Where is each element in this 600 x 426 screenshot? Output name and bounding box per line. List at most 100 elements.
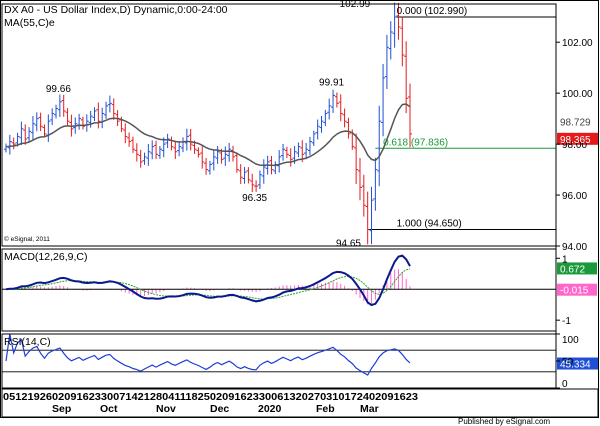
price-bar [238,164,243,184]
price-bar [165,133,170,149]
x-axis-month-label: Dec [210,403,229,415]
price-bar [11,137,16,150]
rsi-panel [2,333,599,376]
price-bar [288,148,293,167]
price-bar [227,142,232,162]
x-axis-month-label: Mar [360,403,379,415]
swing-point-label: 94.65 [336,238,361,249]
price-bar [161,137,166,158]
macd-value-label: -0.015 [560,286,589,297]
price-bar [250,173,255,193]
macd-signal-line [5,268,411,300]
price-tag-box [557,115,599,128]
price-bar [46,114,51,142]
price-bar [15,132,20,147]
price-bar [84,114,89,132]
price-bar [404,41,409,114]
price-bar [408,83,412,148]
price-bar [100,107,105,129]
price-bar [61,94,66,117]
price-bar [27,127,32,142]
price-bar [150,140,155,160]
price-bar [180,137,185,153]
price-bar [184,128,189,151]
price-panel-title: DX A0 - US Dollar Index,D) Dynamic,0:00-… [4,4,228,16]
rsi-tick-label: 0 [562,379,568,390]
macd-panel-title: MACD(12,26,9,C) [4,251,87,263]
rsi-value-box [557,357,599,370]
price-bar [177,140,182,157]
price-bar [304,142,309,160]
price-bar [215,146,220,164]
price-bar [342,108,347,128]
price-bar [365,191,370,245]
price-bar [23,124,28,145]
x-axis-month-label: 2020 [258,403,282,415]
price-bar [284,146,289,158]
price-bar [277,150,282,173]
price-bar [381,63,386,137]
price-bar [331,89,336,113]
price-bar [334,92,339,108]
price-bar [154,140,159,160]
price-bar [392,2,397,48]
macd-line [5,254,411,307]
price-bar [107,95,112,113]
rsi-line [5,333,411,376]
moving-average-label: MA(55,C)e [4,17,55,29]
price-bar [319,115,324,133]
price-tag-label: 98.365 [560,135,591,146]
price-bar [254,180,259,192]
x-axis-month-label: Oct [100,403,118,415]
fib-level-label: 0.000 (102.990) [397,6,468,17]
price-bar [173,140,178,160]
macd-value-box [557,283,597,296]
axes [0,0,599,418]
price-bar [138,149,143,168]
price-tick-label: 102.00 [562,38,593,49]
price-bar [273,161,278,175]
rsi-tick-label: 50 [562,357,574,368]
price-panel [4,2,599,245]
macd-value-label: 0.672 [560,264,585,275]
price-bar [361,174,366,217]
price-bar [38,112,43,131]
price-bar [111,98,116,120]
price-bar [88,110,93,128]
price-bar [146,143,151,166]
price-bar [123,123,128,144]
price-bar [223,146,228,166]
price-bar [211,149,216,171]
price-bar [142,152,147,165]
price-bar [19,121,24,145]
panel-frame [1,333,557,389]
price-bar [169,136,174,151]
price-tick-label: 96.00 [562,191,587,202]
price-tag-box [557,132,599,145]
price-bar [354,133,359,184]
price-bar [373,157,378,211]
price-bar [261,159,266,184]
macd-value-box [557,262,597,275]
price-bar [338,94,343,122]
price-tick-label: 98.00 [562,140,587,151]
price-bar [200,146,205,169]
price-bar [231,145,236,162]
rsi-tick-label: 100 [562,335,579,346]
price-bar [369,186,374,245]
macd-panel [2,254,597,307]
price-bar [92,107,97,122]
footer-published-label: Published by eSignal.com [458,417,550,426]
labels: 102.00 100.00 98.00 96.00 94.00 0.000 (102.99… [3,0,593,426]
macd-tick-label: 1 [562,254,568,265]
price-tick-label: 100.00 [562,89,593,100]
price-bar [204,157,209,175]
price-bar [127,132,132,147]
price-bar [65,108,70,126]
price-bar [196,147,201,158]
price-bar [311,130,316,147]
price-bar [157,146,162,159]
price-bar [30,115,35,141]
price-bar [54,104,59,119]
